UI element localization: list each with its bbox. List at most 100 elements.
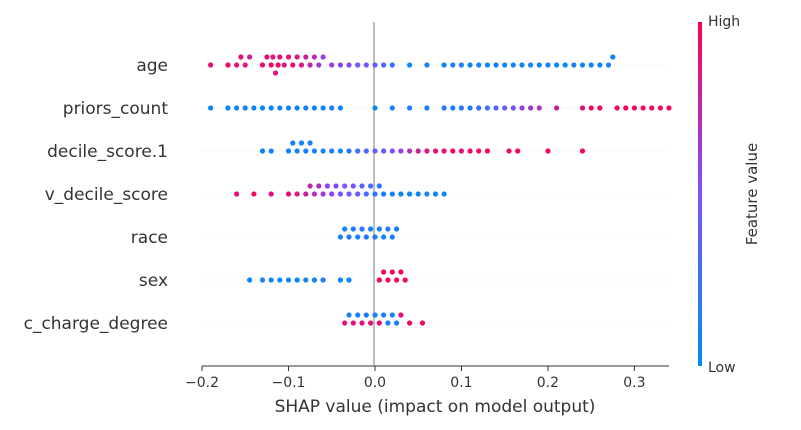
shap-point: [303, 191, 309, 197]
shap-point: [268, 62, 274, 68]
shap-point: [285, 54, 292, 60]
shap-point: [623, 105, 629, 111]
shap-point: [515, 148, 521, 154]
shap-point: [424, 105, 430, 111]
shap-point: [484, 62, 490, 68]
shap-point: [363, 234, 369, 240]
shap-point: [649, 105, 655, 111]
shap-point: [588, 62, 594, 68]
shap-point: [285, 148, 292, 154]
shap-point: [368, 320, 374, 326]
shap-point: [419, 320, 426, 326]
shap-point: [346, 191, 352, 197]
shap-point: [316, 183, 322, 189]
feature-label: decile_score.1: [47, 142, 168, 162]
shap-point: [389, 148, 395, 154]
shap-point: [398, 312, 404, 318]
shap-point: [242, 105, 248, 111]
shap-point: [350, 320, 356, 326]
shap-point: [415, 191, 421, 197]
colorbar: [698, 22, 702, 366]
shap-point: [270, 54, 276, 60]
x-tick-label: 0.3: [623, 375, 645, 391]
shap-point: [424, 148, 430, 154]
shap-point: [324, 183, 330, 189]
shap-point: [458, 148, 464, 154]
shap-point: [320, 54, 326, 60]
shap-point: [385, 226, 391, 232]
shap-point: [614, 105, 620, 111]
shap-point: [285, 277, 292, 283]
shap-point: [303, 148, 309, 154]
shap-point: [346, 148, 352, 154]
shap-point: [311, 105, 317, 111]
shap-point: [355, 62, 361, 68]
feature-label: race: [131, 228, 168, 248]
shap-point: [432, 148, 439, 154]
shap-point: [528, 105, 534, 111]
shap-point: [381, 269, 387, 275]
shap-point: [506, 148, 512, 154]
shap-point: [355, 312, 361, 318]
shap-point: [355, 191, 361, 197]
shap-point: [329, 62, 335, 68]
shap-point: [275, 62, 281, 68]
shap-points: [208, 54, 672, 326]
shap-point: [363, 312, 369, 318]
shap-point: [311, 191, 317, 197]
shap-point: [450, 105, 456, 111]
shap-point: [372, 191, 378, 197]
shap-point: [407, 105, 413, 111]
shap-point: [268, 191, 274, 197]
feature-label: c_charge_degree: [24, 314, 168, 334]
shap-point: [389, 191, 395, 197]
shap-point: [307, 140, 313, 146]
shap-point: [502, 62, 508, 68]
shap-point: [597, 105, 603, 111]
shap-point: [394, 226, 400, 232]
shap-point: [376, 277, 382, 283]
shap-point: [372, 312, 378, 318]
shap-point: [381, 148, 387, 154]
shap-point: [536, 105, 542, 111]
shap-point: [467, 148, 473, 154]
shap-point: [225, 62, 231, 68]
shap-point: [290, 140, 296, 146]
shap-point: [311, 148, 317, 154]
shap-point: [329, 105, 335, 111]
shap-point: [264, 54, 270, 60]
shap-point: [562, 62, 568, 68]
shap-point: [579, 148, 586, 154]
shap-point: [398, 148, 404, 154]
x-tick-label: 0.0: [364, 375, 386, 391]
shap-point: [277, 277, 283, 283]
shap-point: [398, 269, 404, 275]
shap-point: [350, 226, 356, 232]
shap-point: [355, 234, 361, 240]
x-tick-label: −0.2: [185, 375, 219, 391]
shap-point: [389, 234, 395, 240]
shap-point: [519, 62, 525, 68]
shap-point: [359, 183, 365, 189]
shap-point: [281, 62, 287, 68]
shap-point: [554, 62, 560, 68]
colorbar-low-label: Low: [708, 360, 736, 376]
shap-point: [363, 62, 369, 68]
shap-point: [631, 105, 638, 111]
shap-point: [450, 62, 456, 68]
x-axis-ticks: −0.2 −0.1 0.0 0.1 0.2 0.3: [185, 366, 646, 391]
shap-point: [329, 191, 335, 197]
shap-point: [259, 105, 266, 111]
shap-point: [342, 226, 348, 232]
shap-point: [346, 277, 352, 283]
feature-label: v_decile_score: [45, 185, 168, 205]
shap-point: [571, 62, 577, 68]
shap-point: [238, 54, 244, 60]
shap-point: [268, 148, 274, 154]
shap-point: [372, 148, 378, 154]
shap-point: [510, 62, 516, 68]
shap-point: [385, 320, 391, 326]
shap-point: [342, 183, 348, 189]
shap-point: [415, 148, 421, 154]
